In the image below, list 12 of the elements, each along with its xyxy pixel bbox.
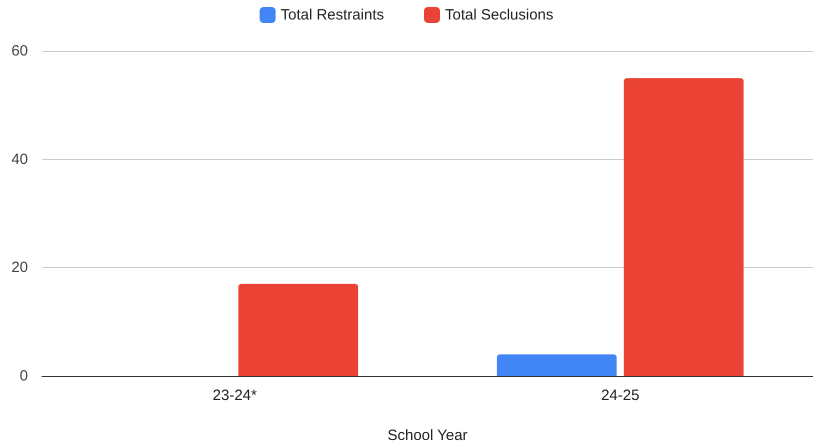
- bar: [238, 284, 358, 376]
- y-tick-label: 0: [20, 368, 28, 384]
- y-tick-label: 40: [11, 150, 28, 168]
- bar: [624, 78, 744, 376]
- legend-label: Total Seclusions: [444, 6, 554, 24]
- x-axis-title: School Year: [387, 427, 468, 444]
- x-tick-label: 24-25: [601, 387, 640, 404]
- y-tick-label: 20: [11, 259, 28, 276]
- legend-label: Total Restraints: [280, 6, 384, 24]
- x-tick-label: 23-24*: [212, 387, 258, 404]
- bar: [496, 354, 617, 376]
- y-tick-label: 60: [11, 42, 28, 60]
